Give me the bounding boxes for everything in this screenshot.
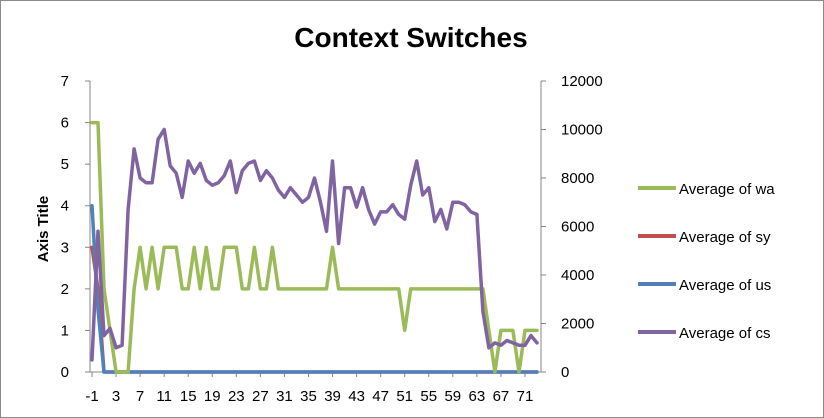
x-tick-label: -1 (85, 388, 98, 405)
series-layer (90, 120, 539, 374)
x-tick-label: 15 (180, 388, 197, 405)
legend-label-average-of-sy: Average of sy (679, 229, 771, 246)
legend-label-average-of-cs: Average of cs (679, 325, 770, 342)
y2-tick-label: 2000 (561, 316, 594, 333)
y-tick-label: 5 (61, 156, 69, 173)
x-tick-label: 3 (112, 388, 120, 405)
y-tick-label: 1 (61, 322, 69, 339)
y-tick-label: 2 (61, 281, 69, 298)
series-line-average-of-cs (90, 127, 539, 362)
series-line-average-of-us (90, 203, 539, 374)
x-tick-label: 59 (444, 388, 461, 405)
y-tick-label: 3 (61, 239, 69, 256)
series-line-average-of-wa (90, 120, 539, 374)
x-tick-label: 23 (228, 388, 245, 405)
y-tick-label: 4 (61, 198, 69, 215)
y2-tick-label: 8000 (561, 170, 594, 187)
legend-label-average-of-wa: Average of wa (679, 181, 775, 198)
y2-tick-label: 0 (561, 364, 569, 381)
y2-tick-label: 10000 (561, 122, 603, 139)
x-tick-label: 7 (136, 388, 144, 405)
x-tick-label: 19 (204, 388, 221, 405)
x-tick-label: 39 (324, 388, 341, 405)
x-tick-label: 55 (420, 388, 437, 405)
y-tick-label: 6 (61, 115, 69, 132)
legend: Average of wa Average of sy Average of us A… (638, 181, 775, 342)
x-tick-label: 67 (493, 388, 510, 405)
x-tick-label: 27 (252, 388, 269, 405)
legend-label-average-of-us: Average of us (679, 277, 771, 294)
x-tick-label: 47 (372, 388, 389, 405)
x-tick-label: 63 (469, 388, 486, 405)
y-tick-label: 0 (61, 364, 69, 381)
series-line-average-of-sy (90, 245, 539, 374)
x-tick-label: 11 (156, 388, 172, 405)
y2-tick-label: 4000 (561, 267, 594, 284)
y2-tick-label: 6000 (561, 219, 594, 236)
x-tick-label: 51 (396, 388, 413, 405)
x-tick-label: 43 (348, 388, 365, 405)
chart-title: Context Switches (294, 22, 527, 53)
y2-tick-label: 12000 (561, 73, 603, 90)
y-axis-title: Axis Title (35, 196, 52, 262)
y-tick-label: 7 (61, 73, 69, 90)
x-tick-label: 31 (276, 388, 293, 405)
x-tick-label: 35 (300, 388, 317, 405)
x-tick-label: 71 (517, 388, 534, 405)
